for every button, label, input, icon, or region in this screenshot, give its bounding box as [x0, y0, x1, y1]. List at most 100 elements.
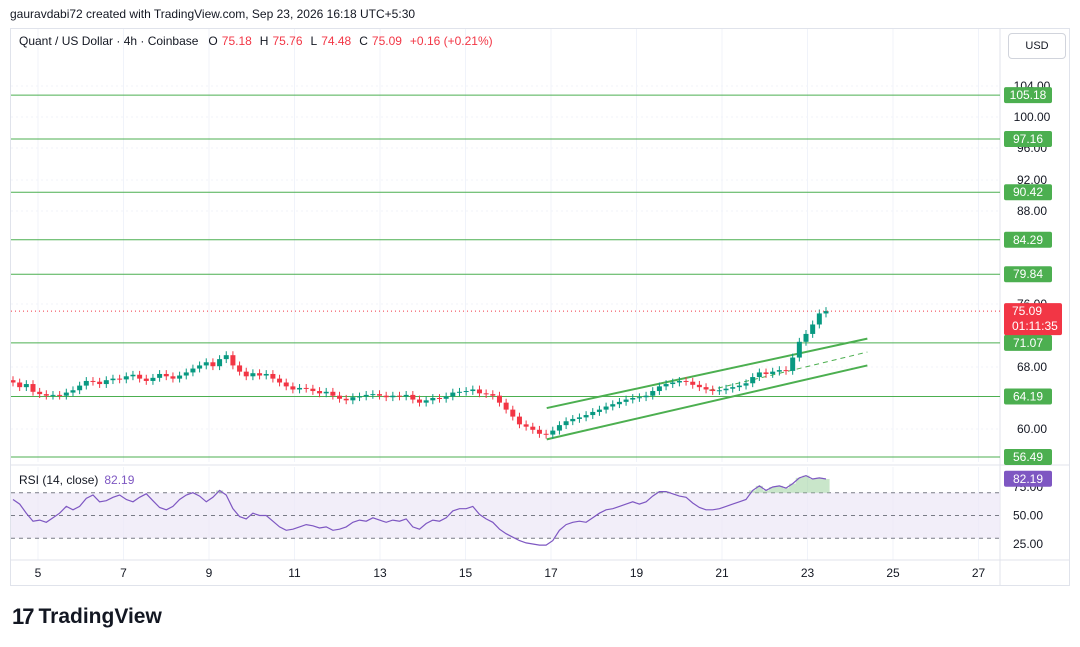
rsi-value-badge — [1004, 470, 1052, 487]
candle-body — [690, 381, 696, 385]
candle-body — [743, 383, 749, 386]
candle-body — [10, 380, 16, 383]
candle-body — [163, 373, 169, 377]
candle-body — [83, 380, 89, 386]
candle-body — [750, 377, 756, 384]
level-price-label: 90.42 — [1013, 185, 1043, 199]
candle-body — [510, 409, 516, 417]
candle-body — [197, 365, 203, 369]
candle-body — [50, 394, 56, 396]
candle-body — [297, 387, 303, 390]
candle-body — [150, 377, 156, 381]
symbol-name[interactable]: Quant / US Dollar · 4h · Coinbase — [19, 34, 199, 48]
candle-body — [676, 380, 682, 383]
candle-body — [823, 311, 829, 314]
candle-body — [490, 394, 496, 396]
rsi-value-badge-label: 82.19 — [1013, 472, 1043, 486]
candle-body — [337, 395, 343, 399]
time-tick-label: 15 — [459, 566, 473, 580]
candle-body — [310, 388, 316, 392]
candle-body — [423, 400, 429, 403]
candle-body — [377, 394, 383, 396]
rsi-tick-label: 50.00 — [1013, 509, 1043, 523]
time-tick-label: 27 — [972, 566, 986, 580]
candle-body — [330, 391, 336, 396]
candle-body — [130, 374, 136, 377]
tradingview-brand[interactable]: 17 TradingView — [12, 604, 162, 630]
channel-upper-line — [546, 337, 868, 410]
candle-body — [436, 398, 442, 399]
candle-body — [523, 424, 529, 427]
price-tick-label: 88.00 — [1017, 204, 1047, 218]
candle-body — [430, 398, 436, 401]
candle-body — [470, 389, 476, 392]
candle-body — [383, 395, 389, 398]
candle-body — [776, 370, 782, 372]
rsi-tick-label: 25.00 — [1013, 537, 1043, 551]
price-tick-label: 100.00 — [1014, 110, 1051, 124]
candle-body — [603, 406, 609, 410]
candle-body — [350, 397, 356, 401]
candle-body — [583, 415, 589, 418]
candle-body — [796, 341, 802, 358]
change-value: +0.16 (+0.21%) — [409, 34, 493, 48]
candle-body — [317, 391, 323, 394]
level-price-badge — [1004, 449, 1052, 465]
candle-body — [576, 417, 582, 419]
candle-body — [496, 395, 502, 403]
candle-body — [650, 391, 656, 396]
candle-body — [403, 394, 409, 397]
currency-selector[interactable]: USD — [1008, 33, 1066, 59]
candle-body — [730, 387, 736, 389]
level-price-label: 56.49 — [1013, 450, 1043, 464]
time-tick-label: 21 — [715, 566, 729, 580]
candle-body — [230, 355, 236, 366]
candle-body — [390, 395, 396, 398]
candle-body — [243, 371, 249, 377]
candle-body — [683, 380, 689, 382]
candle-body — [736, 385, 742, 388]
candle-body — [290, 386, 296, 390]
candle-body — [250, 373, 256, 377]
level-price-badge — [1004, 334, 1052, 351]
candle-body — [763, 372, 769, 374]
candle-body — [636, 397, 642, 399]
candle-body — [623, 399, 629, 402]
candle-body — [37, 391, 43, 395]
level-price-badge — [1004, 266, 1052, 283]
candle-body — [643, 395, 649, 398]
candle-body — [503, 402, 509, 410]
candle-body — [756, 372, 762, 378]
candle-body — [370, 394, 376, 396]
candle-body — [783, 370, 789, 372]
candle-body — [770, 371, 776, 374]
chart-attribution: gauravdabi72 created with TradingView.co… — [10, 7, 416, 21]
candle-body — [476, 389, 482, 394]
candle-body — [137, 374, 143, 379]
candle-body — [563, 421, 569, 426]
time-tick-label: 23 — [801, 566, 815, 580]
low-value: 74.48 — [321, 34, 352, 48]
candle-body — [203, 362, 209, 366]
time-tick-label: 11 — [288, 566, 301, 580]
level-price-label: 105.18 — [1010, 88, 1047, 102]
level-price-badge — [1004, 131, 1052, 148]
candle-body — [323, 391, 329, 394]
candle-body — [90, 380, 96, 382]
candle-body — [30, 384, 36, 392]
candle-body — [263, 373, 269, 376]
candle-body — [450, 392, 456, 397]
level-price-badge — [1004, 231, 1052, 248]
time-tick-label: 9 — [206, 566, 213, 580]
rsi-line — [12, 474, 827, 546]
candle-body — [143, 378, 149, 381]
channel-lower-line — [546, 364, 868, 441]
candle-body — [117, 378, 123, 380]
candle-body — [397, 395, 403, 397]
chart-panel — [10, 28, 1070, 586]
candle-body — [123, 376, 129, 380]
candle-body — [536, 429, 542, 434]
brand-name: TradingView — [38, 605, 162, 628]
candle-body — [616, 401, 622, 405]
